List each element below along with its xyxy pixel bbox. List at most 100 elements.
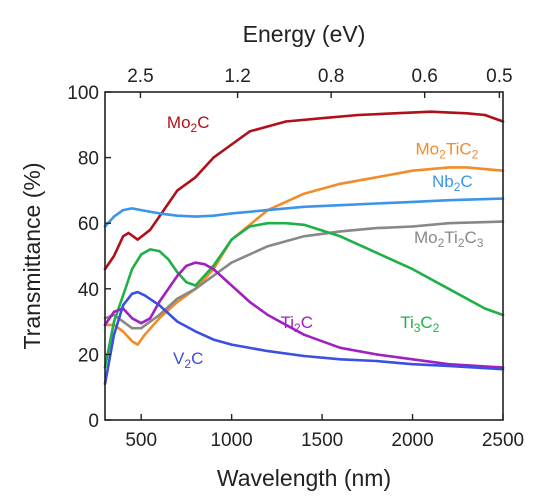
data-point-nb2c — [447, 199, 450, 202]
label-text: Ti — [281, 313, 295, 332]
data-point-ti3c2 — [158, 249, 161, 253]
data-point-mo2tic2 — [302, 192, 306, 195]
data-point-mo2c — [284, 120, 288, 123]
data-point-mo2c — [429, 110, 432, 113]
label-subscript: 2 — [433, 321, 440, 335]
data-point-v2c — [176, 320, 179, 323]
data-point-mo2c — [230, 143, 233, 146]
x-tick-label: 500 — [125, 430, 157, 451]
series-label-mo2c: Mo2C — [167, 113, 210, 135]
data-point-ti2c — [212, 267, 215, 271]
data-point-nb2c — [121, 208, 125, 212]
axes: 500 1000 1500 2000 2500 0 20 40 60 80 100 2.5 1.2 0.8… — [67, 66, 524, 451]
data-point-ti3c2 — [483, 307, 487, 310]
top-tick-label: 1.2 — [224, 66, 250, 87]
x-tick-label: 2000 — [391, 430, 433, 451]
top-tick-label: 0.6 — [411, 66, 437, 87]
data-point-mo2ti2c3 — [339, 230, 342, 233]
x-tick-label: 1000 — [210, 430, 252, 451]
data-point-ti2c — [248, 300, 251, 304]
data-point-v2c — [158, 304, 161, 307]
series-label-mo2ti2c3: Mo2Ti2C3 — [414, 228, 484, 250]
label-subscript: 3 — [414, 321, 421, 335]
data-point-nb2c — [411, 200, 414, 204]
data-point-ti2c — [140, 322, 143, 325]
data-point-nb2c — [266, 208, 269, 212]
data-point-mo2c — [393, 112, 396, 115]
data-point-mo2tic2 — [158, 317, 161, 320]
data-point-ti2c — [266, 313, 269, 317]
data-point-mo2tic2 — [121, 330, 125, 333]
data-point-ti3c2 — [212, 264, 215, 267]
data-point-nb2c — [212, 214, 215, 217]
data-point-ti2c — [194, 261, 197, 264]
data-point-v2c — [130, 292, 134, 295]
data-point-mo2c — [121, 235, 125, 238]
data-point-ti3c2 — [194, 284, 197, 287]
data-point-mo2c — [465, 112, 468, 115]
data-point-ti2c — [375, 353, 378, 356]
data-point-ti3c2 — [375, 251, 378, 254]
data-point-v2c — [339, 358, 342, 361]
data-point-ti3c2 — [121, 294, 125, 297]
data-point-mo2ti2c3 — [121, 320, 125, 323]
data-point-nb2c — [375, 202, 378, 205]
label-text: C — [301, 313, 313, 332]
data-point-mo2c — [136, 238, 139, 241]
data-point-mo2tic2 — [339, 182, 342, 185]
data-point-ti3c2 — [339, 235, 342, 238]
data-point-nb2c — [130, 207, 134, 210]
data-point-mo2c — [127, 231, 130, 235]
data-point-mo2c — [194, 176, 197, 179]
data-point-ti2c — [176, 274, 179, 277]
label-subscript: 2 — [191, 121, 198, 135]
label-subscript: 2 — [454, 180, 461, 194]
data-point-ti2c — [149, 317, 152, 320]
data-point-mo2ti2c3 — [230, 261, 233, 264]
data-point-ti2c — [158, 300, 161, 304]
x-axis-title: Wavelength (nm) — [217, 465, 391, 491]
data-point-v2c — [121, 304, 125, 307]
data-point-ti2c — [339, 346, 342, 349]
top-tick-label: 0.5 — [486, 66, 512, 87]
data-point-mo2c — [149, 228, 152, 231]
data-point-ti3c2 — [149, 248, 152, 251]
data-point-ti3c2 — [266, 222, 269, 225]
data-point-mo2ti2c3 — [411, 225, 414, 228]
label-text: Mo — [414, 228, 438, 247]
series-label-ti2c: Ti2C — [281, 313, 314, 335]
data-point-ti3c2 — [167, 258, 170, 261]
data-point-nb2c — [176, 214, 179, 217]
data-point-mo2tic2 — [375, 176, 378, 179]
series-line-nb2c — [103, 197, 505, 228]
label-subscript: 2 — [458, 236, 465, 250]
data-point-v2c — [230, 343, 233, 346]
data-point-nb2c — [158, 212, 161, 215]
data-point-ti2c — [302, 333, 306, 336]
data-point-mo2c — [176, 189, 179, 192]
label-text: TiC — [446, 139, 472, 158]
data-point-v2c — [112, 333, 116, 336]
data-point-ti3c2 — [302, 223, 306, 226]
y-axis-title: Transmittance (%) — [19, 162, 45, 349]
data-point-mo2ti2c3 — [375, 226, 378, 230]
y-tick-label: 0 — [88, 411, 99, 432]
x-tick-label: 1500 — [301, 430, 343, 451]
data-point-nb2c — [194, 215, 197, 218]
x-tick-label: 2500 — [482, 430, 524, 451]
data-point-v2c — [194, 330, 197, 333]
label-text: V — [173, 349, 185, 368]
data-point-mo2tic2 — [483, 167, 487, 171]
data-point-v2c — [143, 294, 146, 297]
data-point-nb2c — [230, 212, 233, 215]
data-point-v2c — [136, 290, 139, 294]
data-point-ti2c — [185, 264, 188, 267]
data-point-mo2tic2 — [130, 340, 134, 343]
label-text: C — [465, 228, 477, 247]
label-text: Nb — [432, 172, 454, 191]
data-point-mo2tic2 — [176, 300, 179, 304]
data-point-mo2ti2c3 — [158, 313, 161, 317]
data-point-mo2tic2 — [411, 169, 414, 172]
data-point-ti3c2 — [176, 271, 179, 274]
label-subscript: 2 — [438, 236, 445, 250]
